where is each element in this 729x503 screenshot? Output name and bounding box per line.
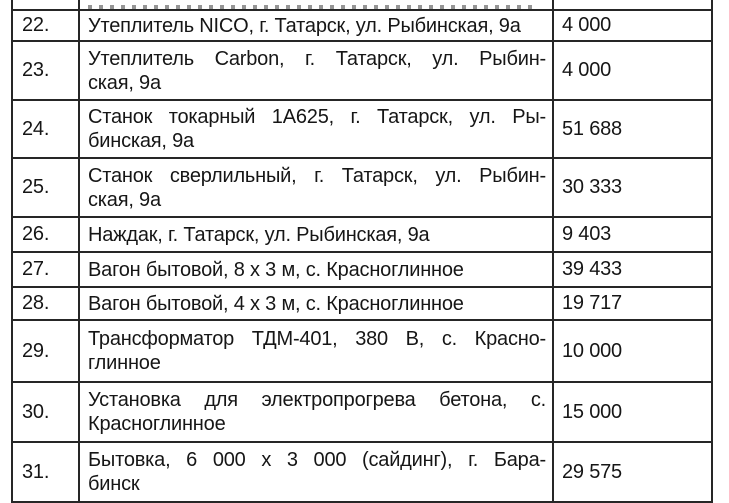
table-row: 22. Утеплитель NICO, г. Татарск, ул. Рыб… [13,11,711,42]
description-cell: Трансформатор ТДМ-401, 380 В, с. Красно-… [80,321,554,381]
description-cell: Установка для электропрогрева бетона, с.… [80,383,554,441]
description-cell: Утеплитель NICO, г. Татарск, ул. Рыбинск… [80,11,554,40]
description-line-1: Установка для электропрогрева бетона, с. [88,389,546,411]
row-number-cell: 28. [13,288,80,319]
description-line-1: Вагон бытовой, 4 х 3 м, с. Красноглинное [88,292,464,315]
value-cell: 51 688 [562,117,622,140]
price-table: 22. Утеплитель NICO, г. Татарск, ул. Рыб… [11,0,713,503]
description-line-2: глинное [88,352,161,374]
description-line-2: бинская, 9а [88,130,194,152]
table-row: 28. Вагон бытовой, 4 х 3 м, с. Красногли… [13,288,711,321]
description-cell: Станок токарный 1А625, г. Татарск, ул. Р… [80,101,554,157]
description-line-1: Утеплитель NICO, г. Татарск, ул. Рыбинск… [88,14,521,37]
description-line-1: Бытовка, 6 000 х 3 000 (сайдинг), г. Бар… [88,449,546,471]
description-cell: Бытовка, 6 000 х 3 000 (сайдинг), г. Бар… [80,443,554,501]
description-line-2: ская, 9а [88,188,161,211]
table-row: 26. Наждак, г. Татарск, ул. Рыбинская, 9… [13,218,711,253]
row-number-cell: 27. [13,253,80,286]
value-cell [554,0,711,9]
description-line-1: Станок сверлильный, г. Татарск, ул. Рыби… [88,164,546,187]
description-cell [80,0,554,9]
row-number-cell: 23. [13,42,80,99]
value-cell: 4 000 [562,59,612,81]
description-cell: Вагон бытовой, 8 х 3 м, с. Красноглинное [80,253,554,286]
description-cell: Утеплитель Carbon, г. Татарск, ул. Рыбин… [80,42,554,99]
description-line-2: ская, 9а [88,71,161,94]
value-cell: 15 000 [562,400,622,423]
table-row: 23. Утеплитель Carbon, г. Татарск, ул. Р… [13,42,711,101]
table-row: 25. Станок сверлильный, г. Татарск, ул. … [13,159,711,218]
row-number-cell: 26. [13,218,80,251]
table-row-clipped [13,0,711,11]
table-row: 30. Установка для электропрогрева бетона… [13,383,711,443]
clipped-text-fragment [88,4,534,9]
row-number-cell: 29. [13,321,80,381]
value-cell: 39 433 [562,258,622,280]
table-row: 31. Бытовка, 6 000 х 3 000 (сайдинг), г.… [13,443,711,503]
description-line-1: Трансформатор ТДМ-401, 380 В, с. Красно- [88,328,546,350]
value-cell: 9 403 [562,223,612,245]
description-line-2: бинск [88,473,140,495]
description-line-1: Утеплитель Carbon, г. Татарск, ул. Рыбин… [88,47,546,70]
description-line-1: Наждак, г. Татарск, ул. Рыбинская, 9а [88,223,430,246]
row-number-cell: 24. [13,101,80,157]
description-line-1: Станок токарный 1А625, г. Татарск, ул. Р… [88,106,546,128]
table-row: 27. Вагон бытовой, 8 х 3 м, с. Красногли… [13,253,711,288]
table-row: 24. Станок токарный 1А625, г. Татарск, у… [13,101,711,159]
value-cell: 4 000 [562,14,612,36]
value-cell: 19 717 [562,292,622,314]
description-cell: Наждак, г. Татарск, ул. Рыбинская, 9а [80,218,554,251]
row-number-cell: 25. [13,159,80,216]
row-number-cell [13,0,80,9]
value-cell: 10 000 [562,339,622,362]
row-number-cell: 22. [13,11,80,40]
value-cell: 30 333 [562,176,622,198]
description-line-2: Красноглинное [88,413,226,435]
row-number-cell: 30. [13,383,80,441]
description-line-1: Вагон бытовой, 8 х 3 м, с. Красноглинное [88,258,464,281]
description-cell: Станок сверлильный, г. Татарск, ул. Рыби… [80,159,554,216]
document-page: { "colors": { "background": "#ffffff", "… [11,0,713,503]
row-number-cell: 31. [13,443,80,501]
description-cell: Вагон бытовой, 4 х 3 м, с. Красноглинное [80,288,554,319]
value-cell: 29 575 [562,460,622,483]
table-row: 29. Трансформатор ТДМ-401, 380 В, с. Кра… [13,321,711,383]
